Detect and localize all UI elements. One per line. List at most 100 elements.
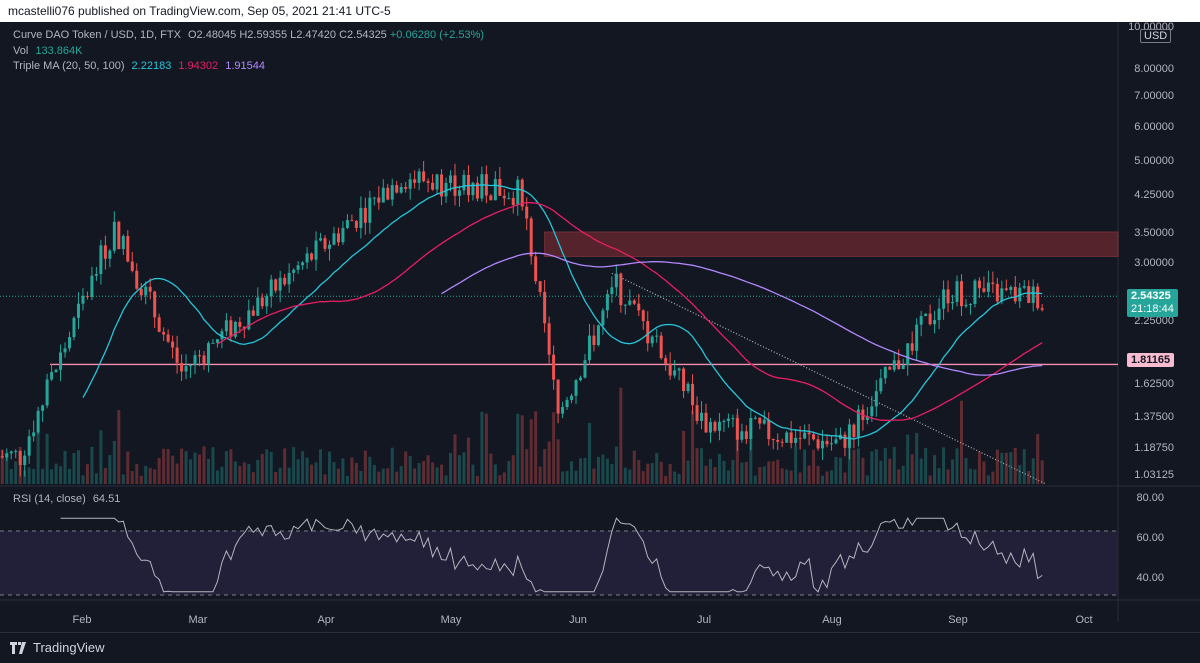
volume-bar (870, 451, 874, 484)
candle-body (202, 355, 206, 365)
volume-bar (511, 455, 515, 484)
ma50-value: 1.94302 (178, 60, 219, 72)
candle-body (390, 185, 394, 200)
volume-bar (220, 466, 224, 484)
candle-body (475, 182, 479, 199)
candle-body (489, 195, 493, 201)
volume-bar (466, 437, 470, 484)
candle-body (435, 174, 439, 190)
volume-bar (498, 475, 502, 484)
candle-body (117, 221, 121, 250)
volume-bar (184, 451, 188, 484)
candle-body (171, 341, 175, 348)
volume-bar (27, 467, 31, 484)
volume-group (0, 387, 1044, 484)
candle-body (198, 355, 202, 357)
candle-body (565, 399, 569, 408)
candle-body (359, 207, 363, 228)
candle-body (112, 221, 116, 251)
candle-body (744, 431, 748, 439)
candle-body (865, 416, 869, 421)
candle-body (942, 289, 946, 309)
candle-body (399, 186, 403, 193)
volume-bar (834, 457, 838, 484)
volume-bar (1027, 470, 1031, 484)
candle-body (274, 279, 278, 291)
candle-body (148, 286, 152, 292)
currency-label[interactable]: USD (1140, 29, 1172, 43)
volume-bar (744, 461, 748, 484)
candle-body (395, 185, 399, 193)
volume-bar (449, 453, 453, 484)
candle-body (41, 405, 45, 411)
candle-body (610, 287, 614, 295)
volume-bar (968, 468, 972, 484)
candle-body (301, 262, 305, 266)
candle-body (794, 437, 798, 443)
candle-body (798, 437, 802, 439)
volume-bar (153, 469, 157, 484)
candle-body (193, 355, 197, 366)
price-chart[interactable]: 10.00000 8.00000 7.00000 6.00000 5.00000 4.25… (0, 22, 1200, 632)
time-tick-label: Mar (189, 614, 208, 626)
candle-body (233, 321, 237, 337)
time-tick-label: Feb (73, 614, 92, 626)
volume-bar (691, 410, 695, 484)
volume-bar (76, 450, 80, 484)
volume-bar (238, 466, 242, 484)
candle-body (135, 270, 139, 289)
volume-bar (789, 470, 793, 484)
candle-body (310, 253, 314, 260)
candle-body (614, 273, 618, 288)
volume-bar (650, 463, 654, 484)
volume-bar (749, 425, 753, 484)
volume-bar (112, 440, 116, 484)
candle-body (0, 456, 4, 458)
volume-bar (1022, 449, 1026, 484)
volume-bar (68, 468, 72, 484)
volume-bar (977, 451, 981, 484)
candle-body (677, 368, 681, 371)
volume-bar (1000, 452, 1004, 484)
volume-bar (614, 446, 618, 484)
volume-bar (130, 471, 134, 484)
volume-bar (529, 419, 533, 484)
candle-body (977, 280, 981, 289)
volume-bar (381, 468, 385, 484)
volume-bar (561, 471, 565, 484)
candle-body (498, 179, 502, 196)
volume-bar (924, 447, 928, 484)
volume-bar (260, 454, 264, 484)
volume-bar (126, 451, 130, 484)
volume-bar (85, 464, 89, 484)
candle-body (363, 207, 367, 223)
candle-body (166, 334, 170, 342)
volume-bar (471, 464, 475, 484)
volume-bar (704, 465, 708, 484)
candle-body (108, 250, 112, 259)
candles-group (0, 161, 1044, 477)
candle-body (493, 179, 497, 201)
volume-bar (664, 475, 668, 484)
volume-bar (314, 462, 318, 484)
volume-bar (682, 430, 686, 484)
candle-body (964, 304, 968, 307)
candle-body (883, 366, 887, 379)
candle-body (919, 316, 923, 325)
volume-bar (117, 410, 121, 484)
tradingview-logo[interactable]: TradingView (10, 640, 105, 655)
volume-bar (1040, 460, 1044, 484)
candle-body (511, 198, 515, 206)
volume-bar (946, 469, 950, 484)
volume-bar (99, 430, 103, 484)
candle-body (740, 431, 744, 440)
candle-body (90, 275, 94, 297)
volume-bar (879, 460, 883, 484)
candle-body (852, 424, 856, 438)
volume-bar (735, 414, 739, 484)
volume-bar (251, 472, 255, 484)
candle-body (1000, 288, 1004, 302)
candle-body (991, 282, 995, 284)
candle-body (637, 303, 641, 311)
candle-body (928, 313, 932, 325)
